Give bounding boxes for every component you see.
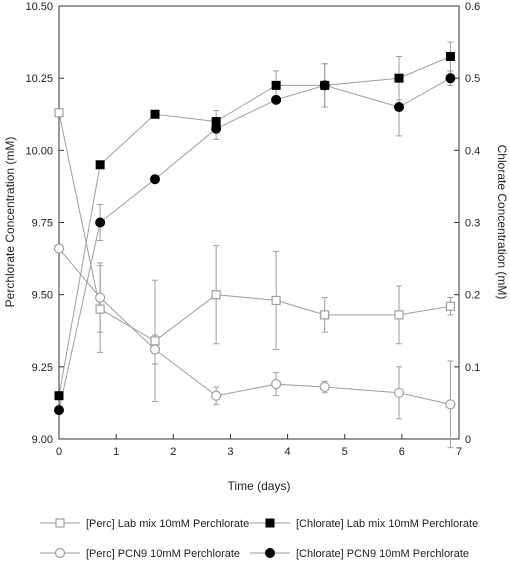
data-point — [150, 336, 160, 346]
data-point — [149, 344, 161, 355]
data-point — [54, 391, 64, 401]
left-y-axis-title: Perchlorate Concentration (mM) — [3, 137, 17, 308]
legend-item: [Chlorate] PCN9 10mM Perchlorate — [250, 548, 469, 560]
legend-label: [Chlorate] Lab mix 10mM Perchlorate — [296, 518, 478, 530]
x-tick-label: 6 — [399, 446, 405, 458]
legend-marker — [55, 518, 65, 528]
x-axis: 0 1 2 3 4 5 6 7 — [56, 434, 462, 458]
data-point — [394, 73, 404, 83]
legend-label: [Perc] PCN9 10mM Perchlorate — [86, 548, 240, 560]
legend-marker — [265, 518, 275, 528]
right-y-tick-label: 0.5 — [465, 73, 480, 85]
x-tick-label: 7 — [456, 446, 462, 458]
left-y-tick-label: 9.25 — [32, 362, 53, 374]
data-point — [54, 405, 64, 416]
data-point — [319, 381, 330, 393]
x-tick-label: 2 — [170, 446, 176, 458]
legend-item: [Perc] Lab mix 10mM Perchlorate — [40, 518, 249, 530]
series-line-2 — [58, 56, 451, 396]
data-point — [95, 292, 106, 303]
left-y-tick-label: 9.00 — [32, 434, 53, 446]
data-point — [211, 123, 222, 134]
right-y-tick-label: 0.6 — [465, 1, 480, 13]
right-y-tick-label: 0.4 — [465, 145, 480, 157]
data-point — [54, 108, 64, 118]
data-point — [393, 387, 405, 398]
data-point — [95, 217, 106, 228]
data-point — [211, 390, 222, 401]
series-markers — [53, 52, 456, 416]
x-tick-label: 1 — [113, 446, 119, 458]
x-axis-title: Time (days) — [228, 479, 291, 493]
data-point — [394, 310, 404, 320]
series-line-0 — [58, 112, 451, 342]
legend: [Perc] Lab mix 10mM Perchlorate [Perc] PC… — [40, 518, 478, 560]
x-tick-label: 4 — [285, 446, 291, 458]
left-y-tick-label: 10.25 — [25, 73, 53, 85]
data-point — [394, 102, 404, 113]
left-y-tick-label: 10.50 — [25, 1, 53, 13]
right-y-axis-title: Chlorate Concentration (mM) — [495, 145, 509, 300]
data-point — [445, 52, 455, 62]
data-point — [211, 290, 221, 300]
data-point — [150, 174, 160, 185]
data-point — [271, 295, 281, 306]
data-point — [53, 243, 65, 254]
data-point — [95, 160, 105, 170]
data-point — [445, 301, 456, 311]
legend-marker — [54, 547, 66, 559]
data-point — [445, 399, 456, 410]
x-tick-label: 5 — [342, 446, 348, 458]
right-y-tick-label: 0.3 — [465, 218, 480, 230]
left-y-tick-label: 9.50 — [32, 290, 53, 302]
left-y-tick-label: 10.00 — [25, 145, 53, 157]
right-y-axis: 0 0.1 0.2 0.3 0.4 0.5 0.6 — [454, 1, 480, 446]
series-line-3 — [58, 77, 451, 411]
data-point — [445, 73, 456, 84]
data-point — [271, 80, 281, 90]
legend-label: [Perc] Lab mix 10mM Perchlorate — [86, 518, 249, 530]
right-y-tick-label: 0 — [465, 434, 471, 446]
x-tick-label: 0 — [56, 446, 62, 458]
right-y-tick-label: 0.2 — [465, 290, 480, 302]
data-point — [95, 304, 105, 314]
right-y-tick-label: 0.1 — [465, 362, 480, 374]
legend-item: [Chlorate] Lab mix 10mM Perchlorate — [250, 518, 478, 530]
legend-marker — [265, 548, 275, 558]
data-point — [319, 80, 330, 91]
left-y-tick-label: 9.75 — [32, 218, 53, 230]
data-point — [271, 379, 282, 390]
legend-item: [Perc] PCN9 10mM Perchlorate — [40, 547, 240, 560]
data-point — [271, 94, 282, 105]
legend-label: [Chlorate] PCN9 10mM Perchlorate — [296, 548, 469, 560]
x-tick-label: 3 — [227, 446, 233, 458]
series-line-1 — [58, 248, 451, 405]
data-point — [320, 310, 330, 320]
left-y-axis: 9.00 9.25 9.50 9.75 10.00 10.25 10.50 — [25, 1, 64, 446]
data-point — [150, 109, 160, 119]
series-lines — [58, 56, 451, 411]
